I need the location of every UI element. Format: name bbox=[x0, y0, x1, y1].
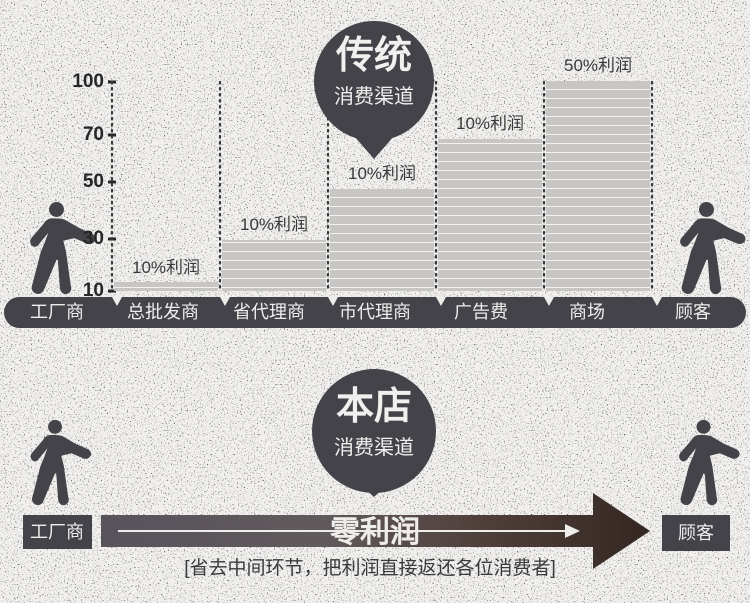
svg-text:消费渠道: 消费渠道 bbox=[334, 85, 414, 108]
svg-text:工厂商: 工厂商 bbox=[30, 302, 84, 322]
svg-text:传统: 传统 bbox=[335, 35, 412, 77]
svg-text:消费渠道: 消费渠道 bbox=[334, 436, 414, 459]
svg-text:10%利润: 10%利润 bbox=[132, 258, 200, 277]
svg-text:10%利润: 10%利润 bbox=[348, 164, 416, 183]
svg-text:省代理商: 省代理商 bbox=[233, 302, 305, 322]
svg-text:零利润: 零利润 bbox=[330, 515, 420, 549]
svg-text:100: 100 bbox=[72, 71, 104, 92]
svg-text:总批发商: 总批发商 bbox=[127, 302, 199, 322]
svg-text:30: 30 bbox=[83, 228, 104, 249]
svg-text:顾客: 顾客 bbox=[678, 523, 714, 543]
svg-text:市代理商: 市代理商 bbox=[339, 302, 411, 322]
svg-text:商场: 商场 bbox=[569, 302, 605, 322]
svg-text:70: 70 bbox=[83, 124, 104, 145]
svg-text:50: 50 bbox=[83, 171, 104, 192]
svg-text:10%利润: 10%利润 bbox=[456, 114, 524, 133]
svg-text:工厂商: 工厂商 bbox=[30, 522, 84, 542]
svg-text:[省去中间环节，把利润直接返还各位消费者]: [省去中间环节，把利润直接返还各位消费者] bbox=[184, 557, 556, 579]
svg-text:50%利润: 50%利润 bbox=[564, 56, 632, 75]
svg-text:广告费: 广告费 bbox=[454, 302, 508, 322]
svg-text:本店: 本店 bbox=[336, 386, 412, 428]
svg-text:10%利润: 10%利润 bbox=[240, 215, 308, 234]
svg-text:顾客: 顾客 bbox=[675, 302, 711, 322]
